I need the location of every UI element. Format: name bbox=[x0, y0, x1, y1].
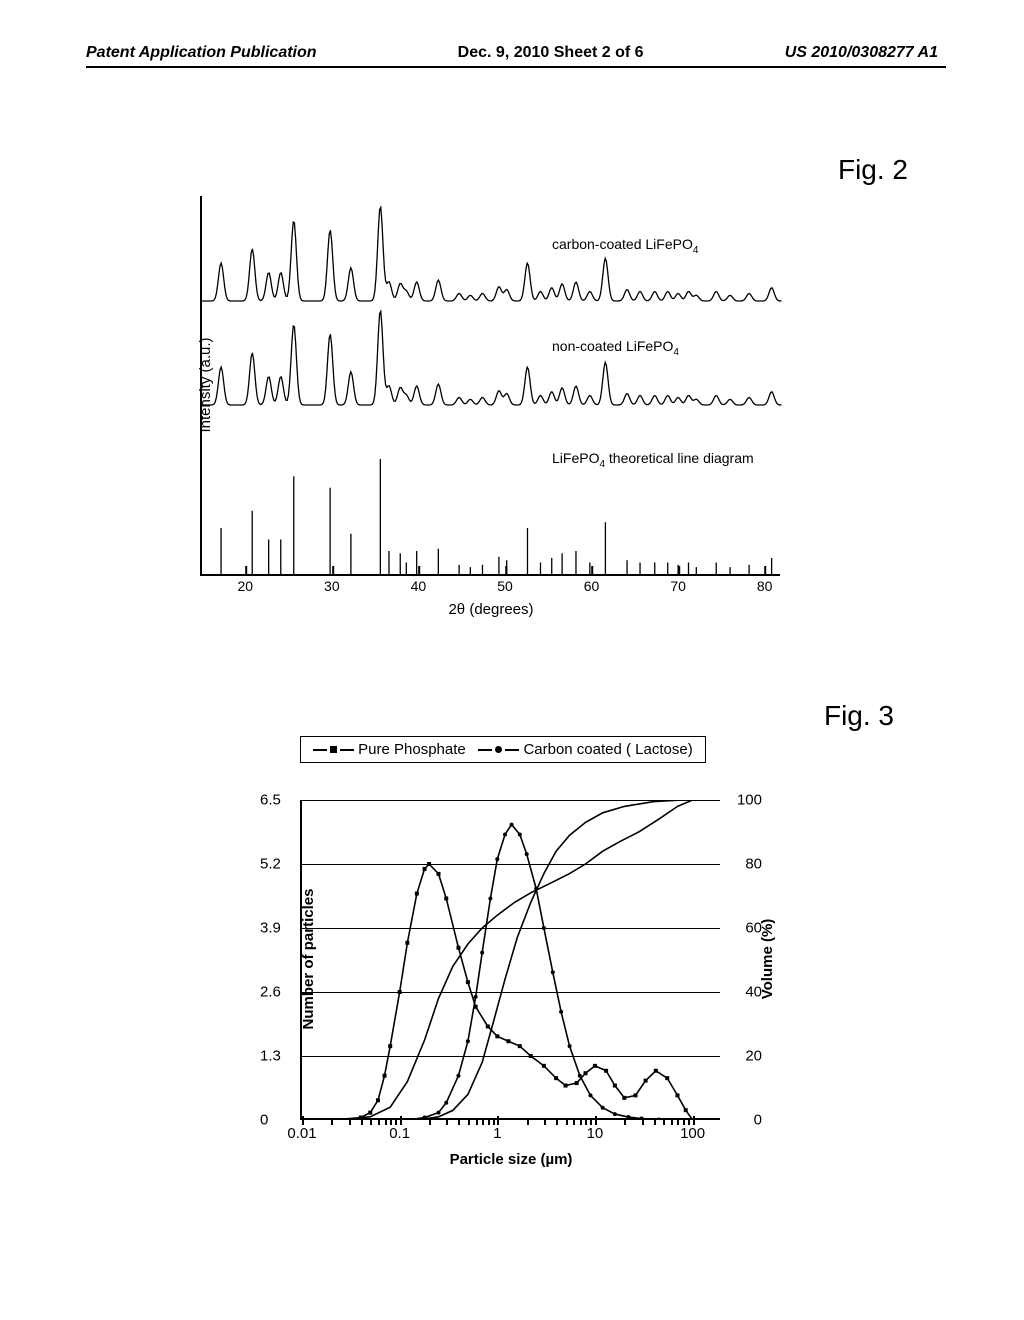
fig3-minor-tick bbox=[488, 1118, 490, 1125]
fig2-trace-label: LiFePO4 theoretical line diagram bbox=[552, 450, 754, 470]
fig3-minor-tick bbox=[580, 1118, 582, 1125]
fig2-xtick: 30 bbox=[324, 578, 340, 594]
fig3-gridline bbox=[302, 1056, 720, 1057]
fig3-y1tick: 3.9 bbox=[260, 920, 281, 937]
fig3-minor-tick bbox=[585, 1118, 587, 1125]
fig2-xticks: 20 30 40 50 60 70 80 bbox=[202, 578, 780, 598]
fig2-xtick: 80 bbox=[757, 578, 773, 594]
fig3-minor-tick bbox=[476, 1118, 478, 1125]
fig3-svg bbox=[302, 800, 722, 1120]
fig3-y1tick: 2.6 bbox=[260, 984, 281, 1001]
fig2-trace-label: carbon-coated LiFePO4 bbox=[552, 236, 698, 256]
fig3-legend: Pure Phosphate Carbon coated ( Lactose) bbox=[300, 736, 706, 763]
fig3-minor-tick bbox=[527, 1118, 529, 1125]
fig3-xtick-mark bbox=[595, 1116, 597, 1125]
fig3-minor-tick bbox=[624, 1118, 626, 1125]
header-rule bbox=[86, 66, 946, 68]
fig3-minor-tick bbox=[482, 1118, 484, 1125]
fig3-gridline bbox=[302, 800, 720, 801]
fig3-xtick: 0.1 bbox=[389, 1125, 410, 1142]
fig3-xtick: 0.01 bbox=[287, 1125, 316, 1142]
fig3-minor-tick bbox=[385, 1118, 387, 1125]
fig3-minor-tick bbox=[446, 1118, 448, 1125]
legend-item-2: Carbon coated ( Lactose) bbox=[523, 741, 692, 758]
fig3-plot: Number of particles Volume (%) Particle … bbox=[300, 800, 720, 1120]
fig3-minor-tick bbox=[349, 1118, 351, 1125]
fig3-minor-tick bbox=[688, 1118, 690, 1125]
header-center: Dec. 9, 2010 Sheet 2 of 6 bbox=[458, 44, 644, 62]
fig3-minor-tick bbox=[458, 1118, 460, 1125]
fig3-y2tick: 40 bbox=[745, 984, 762, 1001]
fig3-xtick: 1 bbox=[493, 1125, 501, 1142]
fig3-xtick-mark bbox=[302, 1116, 304, 1125]
fig2-label: Fig. 2 bbox=[838, 154, 908, 186]
fig3-y2tick: 100 bbox=[737, 792, 762, 809]
fig3-minor-tick bbox=[493, 1118, 495, 1125]
fig3-y2tick: 60 bbox=[745, 920, 762, 937]
fig2-trace-label: non-coated LiFePO4 bbox=[552, 338, 679, 358]
fig2-chart: Intensity (a.u.) 2θ (degrees) 2030405060… bbox=[200, 196, 780, 576]
fig3-minor-tick bbox=[566, 1118, 568, 1125]
fig3-xtick-mark bbox=[693, 1116, 695, 1125]
fig2-xtick: 60 bbox=[584, 578, 600, 594]
fig3-xtick-mark bbox=[400, 1116, 402, 1125]
fig3-xtick-mark bbox=[497, 1116, 499, 1125]
fig3-minor-tick bbox=[654, 1118, 656, 1125]
legend-item-1: Pure Phosphate bbox=[358, 741, 466, 758]
fig3-y1tick: 1.3 bbox=[260, 1048, 281, 1065]
fig3-minor-tick bbox=[590, 1118, 592, 1125]
fig3-minor-tick bbox=[556, 1118, 558, 1125]
fig2-xtick: 20 bbox=[237, 578, 253, 594]
fig3-minor-tick bbox=[683, 1118, 685, 1125]
fig3-minor-tick bbox=[331, 1118, 333, 1125]
header-right: US 2010/0308277 A1 bbox=[785, 44, 938, 62]
fig3-y2tick: 20 bbox=[745, 1048, 762, 1065]
fig3-minor-tick bbox=[677, 1118, 679, 1125]
fig3-y2tick: 80 bbox=[745, 856, 762, 873]
fig3-minor-tick bbox=[395, 1118, 397, 1125]
fig3-gridline bbox=[302, 992, 720, 993]
fig3-y1tick: 0 bbox=[260, 1112, 268, 1129]
fig3-minor-tick bbox=[378, 1118, 380, 1125]
fig2-xtick: 50 bbox=[497, 578, 513, 594]
fig3-minor-tick bbox=[544, 1118, 546, 1125]
fig2-xtick: 70 bbox=[670, 578, 686, 594]
fig3-minor-tick bbox=[642, 1118, 644, 1125]
fig3-minor-tick bbox=[390, 1118, 392, 1125]
fig3-gridline bbox=[302, 928, 720, 929]
fig3-minor-tick bbox=[663, 1118, 665, 1125]
fig3-xlabel: Particle size (µm) bbox=[450, 1151, 573, 1168]
fig3-y1tick: 6.5 bbox=[260, 792, 281, 809]
fig3-minor-tick bbox=[361, 1118, 363, 1125]
page-header: Patent Application Publication Dec. 9, 2… bbox=[0, 44, 1024, 62]
fig3-y1tick: 5.2 bbox=[260, 856, 281, 873]
fig3-chart: Number of particles Volume (%) Particle … bbox=[270, 790, 750, 1160]
fig3-gridline bbox=[302, 864, 720, 865]
fig3-minor-tick bbox=[671, 1118, 673, 1125]
fig2-xtick: 40 bbox=[411, 578, 427, 594]
header-left: Patent Application Publication bbox=[86, 44, 317, 62]
fig3-minor-tick bbox=[429, 1118, 431, 1125]
fig3-xtick: 10 bbox=[587, 1125, 604, 1142]
fig3-label: Fig. 3 bbox=[824, 700, 894, 732]
fig3-xtick: 100 bbox=[680, 1125, 705, 1142]
fig3-minor-tick bbox=[370, 1118, 372, 1125]
fig3-minor-tick bbox=[573, 1118, 575, 1125]
fig2-xlabel: 2θ (degrees) bbox=[448, 601, 533, 618]
fig3-minor-tick bbox=[468, 1118, 470, 1125]
fig3-y2tick: 0 bbox=[754, 1112, 762, 1129]
